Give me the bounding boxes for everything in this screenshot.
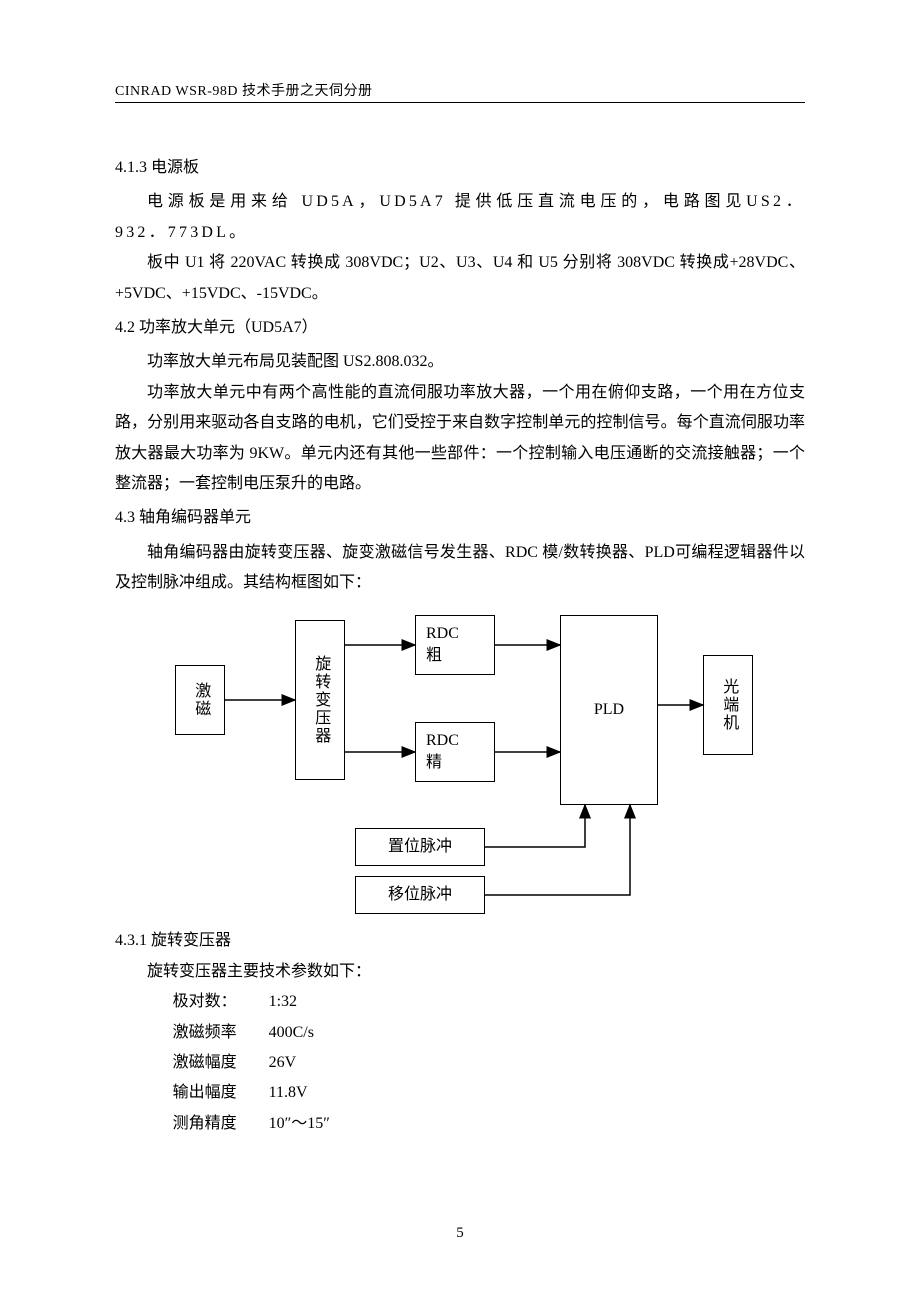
diagram-node-rdc_f: RDC精 <box>415 722 495 782</box>
section-4-3-1-title: 4.3.1 旋转变压器 <box>115 926 805 956</box>
spec-row: 输出幅度11.8V <box>115 1078 805 1108</box>
section-4-1-3-title: 4.1.3 电源板 <box>115 153 805 183</box>
diagram-node-set: 置位脉冲 <box>355 828 485 866</box>
section-4-2-title: 4.2 功率放大单元（UD5A7） <box>115 313 805 343</box>
spec-value: 1:32 <box>269 987 297 1017</box>
diagram-node-rot: 旋转变压器 <box>295 620 345 780</box>
spec-value: 26V <box>269 1048 297 1078</box>
spec-row: 极对数：1:32 <box>115 987 805 1017</box>
spec-label: 极对数： <box>173 987 269 1017</box>
block-diagram: 激磁 旋转变压器 RDC粗 RDC精 PLD 光端机置位脉冲移位脉冲 <box>165 610 755 920</box>
spec-label: 激磁频率 <box>173 1018 269 1048</box>
diagram-node-opt: 光端机 <box>703 655 753 755</box>
spec-value: 400C/s <box>269 1018 314 1048</box>
spec-label: 激磁幅度 <box>173 1048 269 1078</box>
paragraph-6: 旋转变压器主要技术参数如下： <box>115 957 805 987</box>
spec-value: 11.8V <box>269 1078 308 1108</box>
spec-value: 10″～15″ <box>269 1109 330 1139</box>
page-number: 5 <box>0 1225 920 1242</box>
paragraph-3: 功率放大单元布局见装配图 US2.808.032。 <box>115 347 805 377</box>
section-4-3-title: 4.3 轴角编码器单元 <box>115 503 805 533</box>
spec-row: 激磁幅度26V <box>115 1048 805 1078</box>
spec-label: 输出幅度 <box>173 1078 269 1108</box>
diagram-node-pld: PLD <box>560 615 658 805</box>
paragraph-1: 电源板是用来给 UD5A，UD5A7 提供低压直流电压的，电路图见US2．932… <box>115 187 805 248</box>
spec-row: 激磁频率400C/s <box>115 1018 805 1048</box>
page-header: CINRAD WSR-98D 技术手册之天伺分册 <box>115 80 805 103</box>
paragraph-5: 轴角编码器由旋转变压器、旋变激磁信号发生器、RDC 模/数转换器、PLD可编程逻… <box>115 538 805 599</box>
diagram-node-rdc_c: RDC粗 <box>415 615 495 675</box>
diagram-node-exc: 激磁 <box>175 665 225 735</box>
spec-table: 极对数：1:32激磁频率400C/s激磁幅度26V输出幅度11.8V测角精度10… <box>115 987 805 1139</box>
spec-label: 测角精度 <box>173 1109 269 1139</box>
paragraph-4: 功率放大单元中有两个高性能的直流伺服功率放大器，一个用在俯仰支路，一个用在方位支… <box>115 378 805 500</box>
paragraph-2: 板中 U1 将 220VAC 转换成 308VDC；U2、U3、U4 和 U5 … <box>115 248 805 309</box>
spec-row: 测角精度10″～15″ <box>115 1109 805 1139</box>
diagram-node-shift: 移位脉冲 <box>355 876 485 914</box>
